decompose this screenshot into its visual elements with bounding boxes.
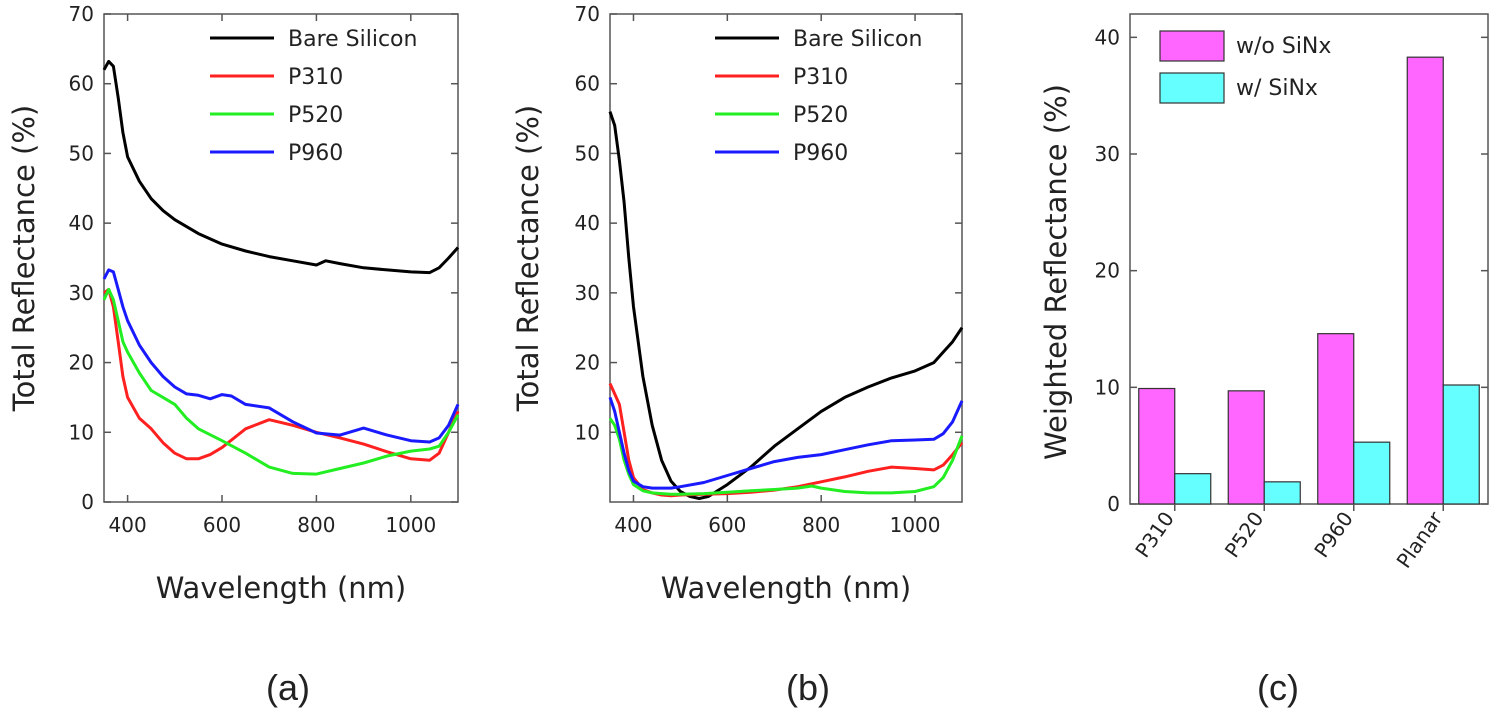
panel-label-c: (c): [1257, 667, 1299, 708]
chart-a-legend-label-bare-silicon: Bare Silicon: [288, 27, 417, 52]
chart-a-frame: [103, 13, 459, 503]
chart-c-ylabel: Weighted Reflectance (%): [1039, 84, 1073, 460]
chart-c-ytick-label: 30: [1095, 142, 1120, 166]
chart-a-xlabel: Wavelength (nm): [156, 571, 407, 605]
chart-c-xtick-label-p310: P310: [1130, 507, 1178, 562]
chart-c-bar-p310-w-sinx: [1174, 473, 1212, 505]
chart-b-series-bare-silicon: [608, 111, 964, 500]
chart-c-ytick-label: 20: [1095, 259, 1120, 283]
chart-c-legend-swatch-w-sinx: [1159, 72, 1225, 104]
chart-a-xtick-label: 600: [203, 513, 241, 537]
chart-a-series-p310: [103, 287, 460, 462]
chart-b-ytick-label: 40: [575, 211, 600, 235]
panel-label-a: (a): [266, 667, 310, 708]
chart-a-ytick-label: 30: [69, 281, 94, 305]
chart-b-xtick-label: 400: [614, 513, 652, 537]
chart-a-ytick-label: 20: [69, 351, 94, 375]
chart-b-frame: [609, 13, 963, 503]
chart-c: 0 10 20 30 40 P310 P520 P960 Planar w/o SiNx w/ …: [1039, 13, 1489, 708]
chart-c-xtick-label-p960: P960: [1309, 507, 1357, 562]
chart-b: 400 600 800 1000 10 20 30 40 50 60 70 Bare Silico…: [511, 2, 964, 708]
chart-c-bar-p960-w-o-sinx: [1317, 333, 1355, 505]
chart-c-ytick-label: 40: [1095, 25, 1120, 49]
chart-a-ytick-label: 10: [69, 420, 94, 444]
chart-c-frame: [1129, 13, 1489, 505]
chart-b-xtick-label: 600: [708, 513, 746, 537]
chart-b-xtick-label: 1000: [890, 513, 941, 537]
panel-label-b: (b): [786, 667, 830, 708]
chart-b-legend-label-p520: P520: [793, 103, 848, 128]
chart-b-ytick-label: 10: [575, 420, 600, 444]
chart-b-legend-label-bare-silicon: Bare Silicon: [793, 27, 922, 52]
chart-c-bar-planar-w-o-sinx: [1406, 56, 1444, 505]
chart-a-ytick-label: 50: [69, 141, 94, 165]
chart-a-series-bare-silicon: [102, 59, 460, 275]
chart-a: 400 600 800 1000 0 10 20 30 40 50 60 70 Bare Silic…: [7, 2, 460, 708]
chart-b-ytick-label: 60: [575, 72, 600, 96]
chart-c-legend-label-w-o-sinx: w/o SiNx: [1236, 34, 1331, 59]
chart-a-ytick-label: 60: [69, 72, 94, 96]
chart-c-legend-label-w-sinx: w/ SiNx: [1236, 76, 1318, 101]
chart-b-series-p960: [608, 396, 964, 490]
chart-b-ylabel: Total Reflectance (%): [511, 105, 545, 412]
chart-a-legend-label-p310: P310: [288, 65, 343, 90]
chart-a-ylabel: Total Reflectance (%): [7, 105, 41, 412]
chart-a-ytick-label: 0: [81, 490, 94, 514]
chart-c-bar-p520-w-o-sinx: [1227, 390, 1265, 505]
chart-b-ytick-label: 70: [575, 2, 600, 26]
chart-c-xtick-label-planar: Planar: [1392, 506, 1448, 572]
chart-a-xtick-label: 1000: [385, 513, 436, 537]
chart-c-bar-planar-w-sinx: [1442, 384, 1480, 505]
chart-a-series-p520: [102, 287, 460, 476]
chart-a-series-p960: [102, 268, 460, 444]
chart-a-xtick-label: 400: [109, 513, 147, 537]
chart-a-legend-label-p520: P520: [288, 103, 343, 128]
chart-c-ytick-label: 0: [1107, 492, 1120, 516]
chart-a-ytick-label: 70: [69, 2, 94, 26]
chart-c-legend-swatch-w-o-sinx: [1159, 30, 1225, 62]
chart-c-bar-p960-w-sinx: [1353, 441, 1391, 505]
chart-b-legend-label-p310: P310: [793, 65, 848, 90]
chart-c-bar-p310-w-o-sinx: [1138, 387, 1176, 505]
chart-a-ytick-label: 40: [69, 211, 94, 235]
chart-b-xlabel: Wavelength (nm): [661, 571, 912, 605]
chart-b-legend-label-p960: P960: [793, 141, 848, 166]
chart-c-bar-p520-w-sinx: [1263, 481, 1301, 505]
chart-c-xtick-label-p520: P520: [1220, 507, 1268, 562]
chart-a-legend-label-p960: P960: [288, 141, 343, 166]
chart-b-ytick-label: 50: [575, 141, 600, 165]
chart-b-ytick-label: 20: [575, 351, 600, 375]
chart-c-ytick-label: 10: [1095, 375, 1120, 399]
chart-b-ytick-label: 30: [575, 281, 600, 305]
chart-a-xtick-label: 800: [297, 513, 335, 537]
chart-b-series-p520: [608, 417, 964, 496]
chart-b-xtick-label: 800: [802, 513, 840, 537]
